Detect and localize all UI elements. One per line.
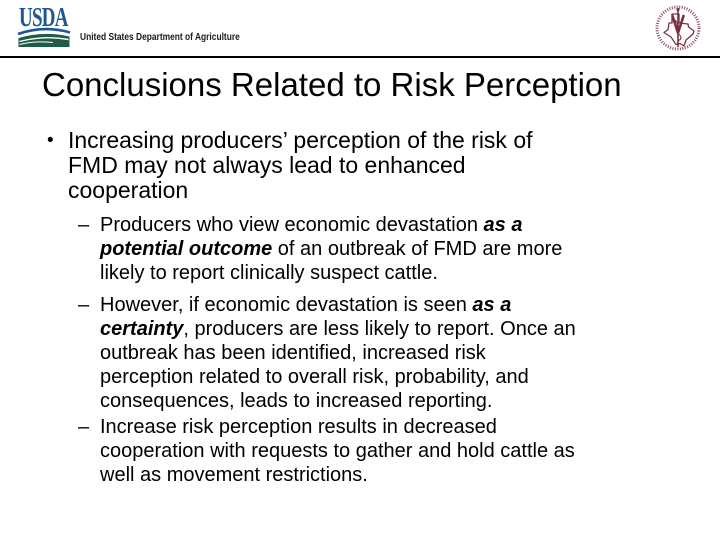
bullet-marker: – bbox=[78, 416, 90, 438]
bullet-item: – Increase risk perception results in dec… bbox=[78, 415, 705, 487]
usda-logo-swoosh-icon bbox=[17, 27, 71, 47]
bullet-text: Increasing producers’ perception of the … bbox=[68, 127, 533, 203]
usda-department-label: United States Department of Agriculture bbox=[80, 31, 240, 43]
bullet-marker: – bbox=[78, 294, 90, 316]
bullet-marker: – bbox=[78, 214, 90, 236]
bullet-item: – However, if economic devastation is see… bbox=[78, 293, 705, 413]
header-divider-line bbox=[0, 56, 720, 58]
bullet-list: • Increasing producers’ perception of the… bbox=[0, 128, 705, 487]
bullet-text: However, if economic devastation is seen… bbox=[100, 294, 576, 412]
bullet-item: – Producers who view economic devastation… bbox=[78, 213, 705, 285]
bullet-item: • Increasing producers’ perception of the… bbox=[47, 128, 705, 203]
bullet-text: Producers who view economic devastation … bbox=[100, 214, 563, 284]
bullet-text: Increase risk perception results in decr… bbox=[100, 416, 575, 486]
usda-logo-wordmark: USDA bbox=[19, 2, 68, 32]
slide-title: Conclusions Related to Risk Perception bbox=[42, 66, 622, 103]
texas-veterinary-seal-icon bbox=[655, 5, 701, 51]
bullet-marker: • bbox=[47, 130, 54, 151]
